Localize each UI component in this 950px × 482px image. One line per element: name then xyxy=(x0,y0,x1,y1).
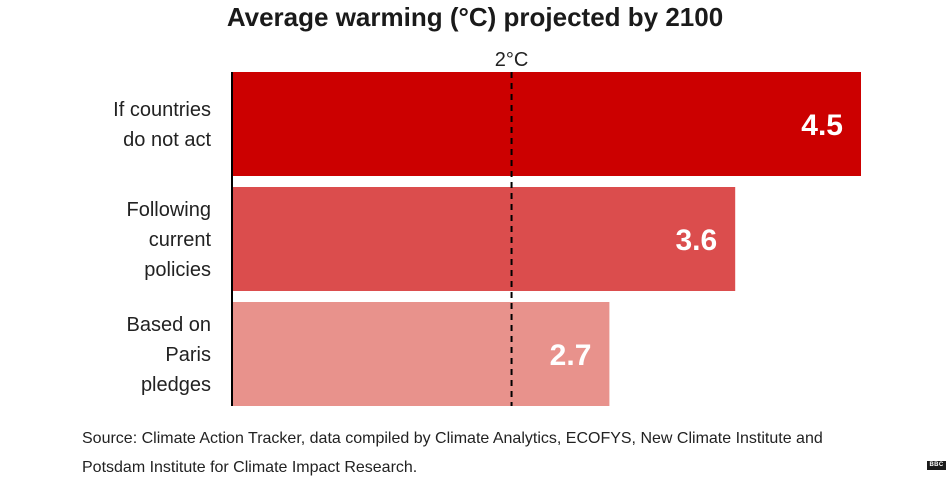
category-label-3-line-3: pledges xyxy=(141,374,211,396)
category-label-3-line-1: Based on xyxy=(126,314,211,336)
bar-1 xyxy=(232,72,861,176)
category-label-1-line-1: If countries xyxy=(113,99,211,121)
bar-chart: 4.5 3.6 2.7 If countries do not act Following… xyxy=(113,49,861,406)
value-label-1: 4.5 xyxy=(801,109,843,142)
value-label-2: 3.6 xyxy=(675,224,717,257)
bar-2 xyxy=(232,187,736,291)
category-label-2-line-3: policies xyxy=(144,259,211,281)
chart-title: Average warming (°C) projected by 2100 xyxy=(226,2,724,32)
category-label-1-line-2: do not act xyxy=(123,129,211,151)
category-label-3-line-2: Paris xyxy=(165,344,211,366)
value-label-3: 2.7 xyxy=(550,339,592,372)
bar-3 xyxy=(232,302,610,406)
category-label-2-line-1: Following xyxy=(127,199,211,221)
bbc-logo: BBC xyxy=(927,461,946,470)
source-note: Source: Climate Action Tracker, data com… xyxy=(82,430,823,476)
category-label-2-line-2: current xyxy=(149,229,212,251)
reference-line-label: 2°C xyxy=(495,49,529,71)
